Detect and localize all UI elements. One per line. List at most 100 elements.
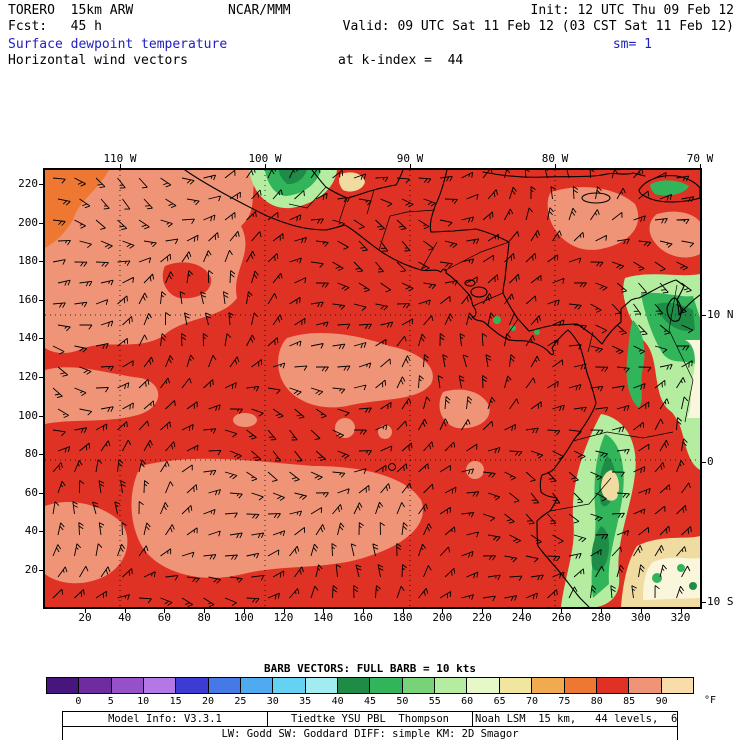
right-axis-tick [702, 462, 706, 463]
colorbar-cell-19 [660, 678, 693, 693]
bottom-axis-label: 40 [118, 611, 132, 624]
left-axis-label: 160 [18, 292, 38, 306]
fill-region [131, 458, 423, 578]
colorbar-cell-6 [240, 678, 273, 693]
forecast-hour-label: Fcst: 45 h [8, 19, 102, 34]
bottom-axis-label: 160 [352, 611, 373, 624]
left-axis-tick [39, 492, 43, 494]
fill-region [534, 329, 540, 335]
colorbar-cell-12 [434, 678, 467, 693]
colorbar-tick-label: 70 [525, 696, 539, 707]
colorbar-tick-label: 40 [331, 696, 344, 707]
colorbar-tick-label: 45 [363, 696, 377, 707]
colorbar-tick-label: 50 [396, 696, 409, 707]
jamaica-coastline [581, 192, 611, 204]
border-line [549, 477, 612, 512]
bottom-axis-tick [323, 609, 325, 613]
bottom-axis-label: 80 [197, 611, 211, 624]
left-axis-tick [39, 531, 43, 533]
fill-region [335, 418, 355, 438]
bottom-axis-label: 100 [233, 611, 254, 624]
top-axis-tick [265, 164, 266, 168]
bottom-axis-label: 320 [670, 611, 691, 624]
border-line [338, 197, 348, 223]
top-axis-label: 80 W [541, 152, 569, 165]
left-axis-label: 40 [24, 524, 38, 538]
colorbar-tick-label: 20 [201, 696, 215, 707]
model-info-row1: Model Info: V3.3.1 Tiedtke YSU PBL Thomps… [63, 712, 677, 727]
colorbar-tick-label: 75 [558, 696, 571, 707]
barb-vectors-note: BARB VECTORS: FULL BARB = 10 kts [264, 662, 476, 675]
colorbar-tick-label: 55 [428, 696, 441, 707]
colorbar-cell-1 [78, 678, 111, 693]
colorbar-tick-label: 15 [169, 696, 182, 707]
lake-managua [464, 279, 476, 287]
colorbar-cell-13 [466, 678, 499, 693]
colorbar-cell-2 [110, 678, 144, 693]
top-axis-tick [410, 164, 411, 168]
bottom-axis-tick [283, 609, 285, 613]
wind-barb-layer [52, 170, 695, 607]
right-axis-label: 0 [707, 455, 714, 468]
bottom-axis-label: 120 [273, 611, 294, 624]
latlon-gridlines [45, 170, 700, 607]
border-line [443, 241, 510, 272]
colorbar-tick-label: 80 [590, 696, 603, 707]
fill-region [547, 187, 639, 250]
left-axis-tick [39, 454, 43, 456]
fill-region [45, 367, 159, 424]
colorbar-tick-label: 65 [493, 696, 506, 707]
colorbar-tick-label: 5 [107, 696, 114, 707]
bottom-axis-tick [124, 609, 126, 613]
fill-region [601, 470, 619, 501]
model-info-cell-1: Tiedtke YSU PBL Thompson [267, 712, 472, 726]
map-canvas [45, 170, 700, 607]
left-axis-tick [39, 184, 43, 185]
border-line [378, 209, 436, 251]
colorbar-cell-0 [47, 678, 79, 693]
model-title: TORERO 15km ARW [8, 3, 134, 18]
bottom-axis-tick [164, 609, 166, 613]
dewpoint-fill-layer [45, 170, 700, 607]
colorbar-tick-label: 0 [75, 696, 82, 707]
left-axis-tick [39, 377, 43, 378]
left-axis-label: 60 [24, 485, 38, 499]
fill-region [45, 170, 109, 248]
init-time-label: Init: 12 UTC Thu 09 Feb 12 [530, 3, 735, 18]
bottom-axis-tick [640, 609, 642, 613]
fill-region [278, 332, 433, 408]
colorbar-cell-11 [401, 678, 435, 693]
org-label: NCAR/MMM [228, 3, 291, 18]
fill-region [677, 564, 685, 572]
left-axis-tick [39, 338, 43, 340]
lake-nicaragua [470, 286, 488, 298]
fill-region [466, 461, 484, 479]
fill-region [162, 262, 212, 299]
caribbean-coastline [429, 170, 700, 345]
fill-region [689, 582, 697, 590]
border-line [572, 431, 674, 442]
right-axis-tick [702, 602, 706, 603]
bottom-axis-label: 280 [591, 611, 612, 624]
bottom-axis-label: 260 [551, 611, 572, 624]
top-axis-label: 100 W [248, 152, 282, 165]
colorbar-cell-8 [304, 678, 338, 693]
left-axis-label: 80 [24, 447, 38, 461]
fill-region [493, 316, 501, 324]
colorbar [46, 677, 694, 694]
bottom-axis-tick [402, 609, 404, 613]
right-axis-label: 10 N [707, 308, 734, 321]
secondary-field-label: Horizontal wind vectors [8, 53, 189, 68]
right-axis-label: 10 S [707, 595, 734, 608]
bottom-axis-tick [482, 609, 483, 613]
top-axis-label: 90 W [396, 152, 424, 165]
left-axis-label: 100 [18, 408, 38, 422]
colorbar-cell-3 [143, 678, 176, 693]
bottom-axis-label: 240 [511, 611, 532, 624]
fill-region [439, 389, 490, 429]
border-line [668, 284, 694, 423]
right-axis-tick [702, 315, 706, 316]
top-axis-tick [700, 164, 701, 168]
model-info-cell-0: Model Info: V3.3.1 [108, 713, 222, 725]
